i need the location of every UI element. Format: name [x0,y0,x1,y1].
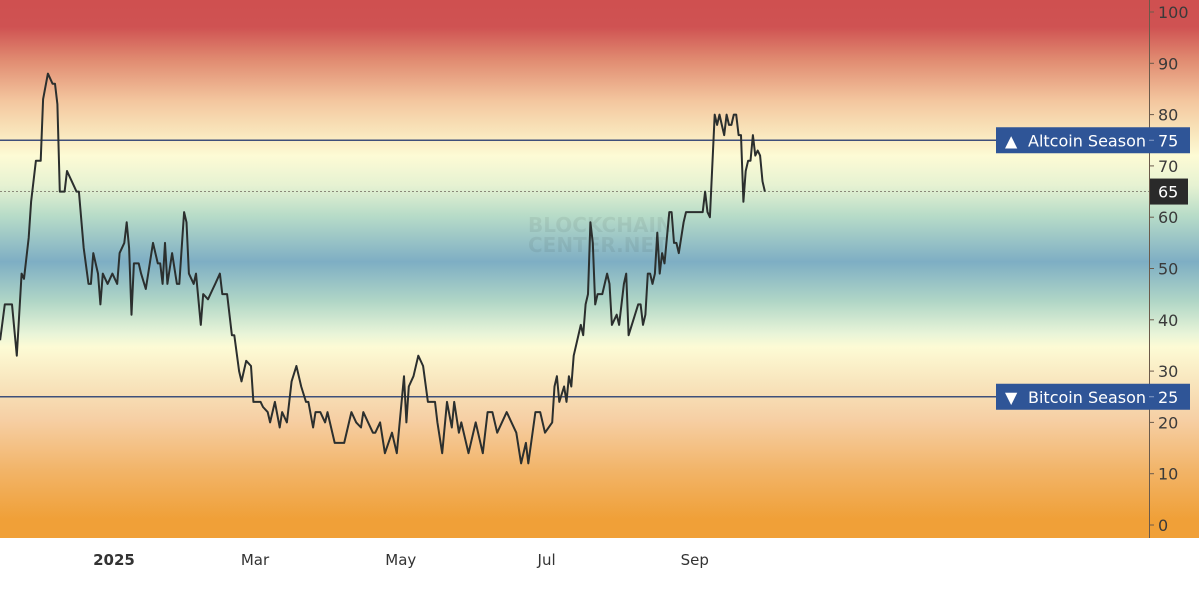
current-box [1150,178,1188,205]
y-tick-label: 40 [1158,311,1178,330]
y-tick-label: 70 [1158,157,1178,176]
triangle-down-icon: ▼ [1005,388,1018,407]
marker-label: Altcoin Season [1028,131,1146,150]
threshold-marker-bitcoin: ▼ Bitcoin Season 25 [996,383,1190,410]
y-tick-label: 100 [1158,3,1189,22]
y-tick-label: 90 [1158,54,1178,73]
marker-value: 75 [1158,131,1178,150]
current-value-badge: 65 [1150,178,1188,205]
x-tick-label: May [385,551,416,569]
series-line [0,72,766,465]
marker-box [996,383,1190,410]
x-tick-label: Sep [681,551,709,569]
y-tick-label: 20 [1158,413,1178,432]
marker-box [996,127,1190,154]
y-tick-label: 60 [1158,208,1178,227]
triangle-up-icon: ▲ [1005,131,1018,150]
y-tick-label: 10 [1158,465,1178,484]
y-tick-label: 30 [1158,362,1178,381]
gradient-background [0,0,1199,538]
x-tick-label: Jul [537,551,556,569]
threshold-marker-altcoin: ▲ Altcoin Season 75 [996,127,1190,154]
watermark-line1: BLOCKCHAIN [528,213,673,237]
watermark-line2: CENTER.NET [528,233,668,257]
y-tick-label: 0 [1158,516,1168,535]
x-tick-label: 2025 [93,551,135,569]
y-tick-label: 50 [1158,260,1178,279]
marker-label: Bitcoin Season [1028,388,1146,407]
marker-value: 25 [1158,388,1178,407]
x-tick-label: Mar [241,551,270,569]
current-value: 65 [1158,183,1178,202]
y-tick-label: 80 [1158,106,1178,125]
